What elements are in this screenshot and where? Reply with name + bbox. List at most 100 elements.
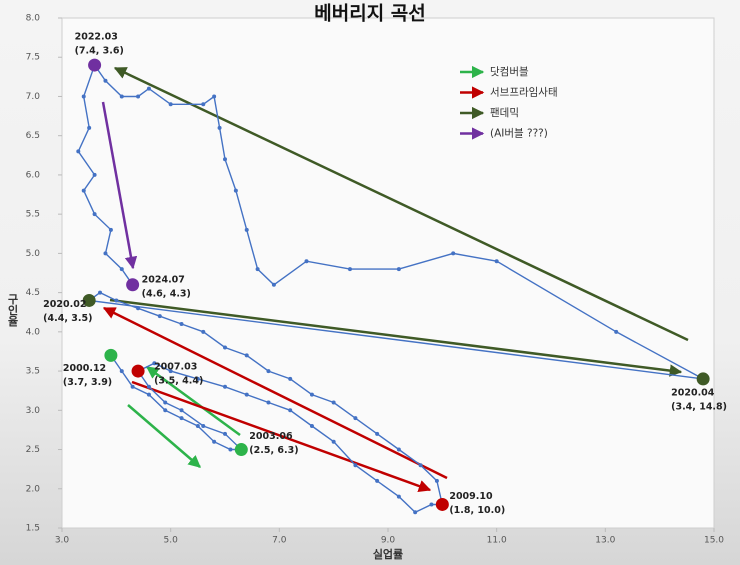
arrows	[101, 66, 689, 493]
point	[288, 408, 293, 413]
annotation-date: 2000.12	[63, 363, 106, 374]
point	[179, 408, 184, 413]
point	[353, 463, 358, 468]
point	[212, 94, 217, 99]
point	[168, 369, 173, 374]
point	[163, 400, 168, 405]
annotation-note: (4.6, 4.3)	[142, 288, 191, 299]
point	[87, 125, 92, 130]
highlight-point	[104, 348, 118, 362]
point	[163, 408, 168, 413]
point	[233, 188, 238, 193]
point	[146, 384, 151, 389]
point	[98, 290, 103, 295]
point	[451, 251, 456, 256]
legend-label: (AI버블 ???)	[490, 128, 548, 140]
series-line	[77, 63, 704, 514]
point	[168, 102, 173, 107]
annotation-date: 2022.03	[75, 32, 118, 43]
point	[201, 102, 206, 107]
x-tick-label: 11.0	[487, 536, 507, 546]
point	[146, 86, 151, 91]
point	[353, 416, 358, 421]
annotation-date: 2007.03	[154, 362, 197, 373]
point	[331, 400, 336, 405]
point	[266, 400, 271, 405]
point	[396, 267, 401, 272]
y-tick-label: 5.0	[26, 249, 41, 259]
y-tick-label: 8.0	[26, 14, 41, 24]
legend-label: 서브프라임사태	[490, 86, 558, 99]
point	[146, 392, 151, 397]
annotation-note: (7.4, 3.6)	[75, 46, 124, 57]
annotation-date: 2020.04	[671, 387, 715, 398]
point	[179, 416, 184, 421]
point	[217, 125, 222, 130]
point	[396, 494, 401, 499]
point	[244, 392, 249, 397]
y-tick-label: 7.0	[26, 92, 41, 102]
y-tick-label: 3.0	[26, 406, 41, 416]
point	[309, 392, 314, 397]
highlight-point	[126, 278, 140, 292]
point	[92, 172, 97, 177]
y-tick-label: 1.5	[26, 524, 40, 534]
arrow	[109, 298, 683, 377]
point	[375, 431, 380, 436]
point	[119, 94, 124, 99]
y-tick-label: 6.5	[26, 131, 40, 141]
point	[103, 251, 108, 256]
arrow	[101, 101, 138, 270]
point	[108, 227, 113, 232]
x-axis-label: 실업률	[373, 547, 403, 561]
x-tick-label: 15.0	[704, 536, 724, 546]
x-tick-label: 7.0	[272, 536, 287, 546]
point	[347, 267, 352, 272]
point	[223, 157, 227, 162]
x-tick-label: 3.0	[55, 536, 70, 546]
point	[494, 259, 499, 264]
x-tick-label: 9.0	[381, 536, 396, 546]
point	[223, 384, 227, 389]
point	[201, 424, 206, 428]
point	[288, 376, 293, 381]
point	[429, 502, 434, 507]
highlight-point	[696, 372, 710, 386]
arrow	[127, 404, 201, 468]
highlight-point	[234, 443, 248, 457]
x-tick-label: 13.0	[595, 536, 615, 546]
highlight-point	[435, 497, 449, 511]
point	[92, 212, 97, 217]
arrow	[145, 365, 241, 437]
point	[396, 447, 401, 452]
point	[271, 282, 276, 287]
point	[255, 267, 260, 272]
x-tick-label: 5.0	[164, 536, 179, 546]
point	[413, 510, 418, 515]
annotation-date: 2024.07	[142, 274, 185, 285]
chart-title: 베버리지 곡선	[314, 3, 426, 25]
y-tick-label: 4.5	[26, 288, 40, 298]
point	[119, 369, 124, 374]
highlight-point	[131, 364, 145, 378]
y-tick-label: 4.0	[26, 327, 41, 337]
point	[119, 267, 124, 272]
point	[103, 78, 108, 83]
point	[179, 322, 184, 326]
point	[81, 94, 86, 99]
point	[130, 384, 135, 389]
y-tick-label: 3.5	[26, 367, 40, 377]
y-tick-label: 6.0	[26, 170, 41, 180]
point	[195, 424, 200, 428]
highlight-point	[82, 293, 96, 307]
y-tick-label: 5.5	[26, 210, 40, 220]
point	[114, 298, 119, 303]
point	[81, 188, 86, 193]
point	[195, 376, 200, 381]
point	[212, 439, 217, 444]
point	[266, 369, 271, 374]
annotation-date: 2020.02	[43, 299, 86, 310]
annotation-note: (3.4, 14.8)	[671, 401, 727, 412]
point	[375, 478, 380, 483]
